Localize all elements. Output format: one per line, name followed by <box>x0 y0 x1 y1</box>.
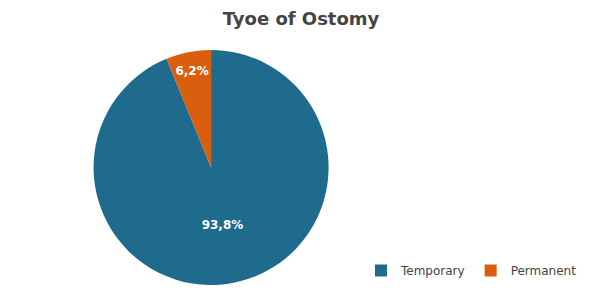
svg-text:Permanent: Permanent <box>511 264 577 278</box>
svg-text:93,8%: 93,8% <box>202 218 244 232</box>
svg-text:6,2%: 6,2% <box>175 64 208 78</box>
svg-text:Temporary: Temporary <box>400 264 465 278</box>
svg-text:Tyoe of Ostomy: Tyoe of Ostomy <box>223 8 380 29</box>
